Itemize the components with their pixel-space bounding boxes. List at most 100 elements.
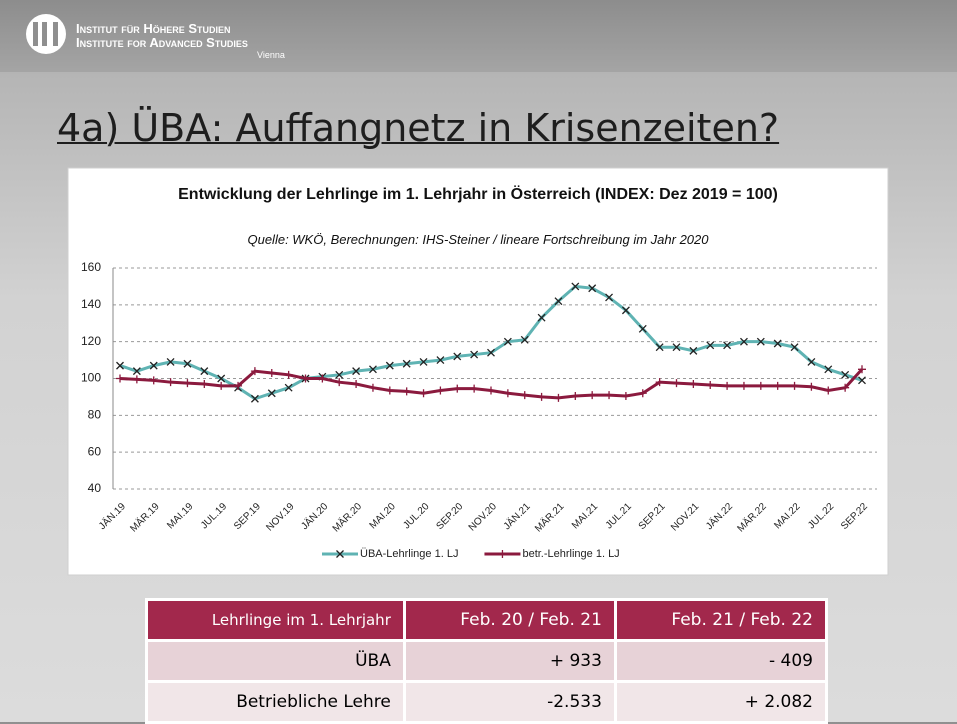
y-tick-label: 40 bbox=[88, 481, 102, 495]
marker bbox=[756, 337, 765, 346]
marker bbox=[588, 284, 597, 293]
y-tick-label: 100 bbox=[81, 371, 101, 385]
marker bbox=[267, 389, 276, 398]
table: Lehrlinge im 1. Lehrjahr Feb. 20 / Feb. … bbox=[145, 598, 829, 724]
marker bbox=[621, 391, 630, 400]
marker bbox=[689, 346, 698, 355]
y-tick-label: 160 bbox=[81, 260, 101, 274]
marker bbox=[116, 361, 124, 370]
marker bbox=[689, 380, 698, 389]
logo-part bbox=[53, 22, 58, 46]
marker bbox=[605, 293, 614, 302]
marker bbox=[183, 379, 192, 388]
table-row: Betriebliche Lehre -2.533 + 2.082 bbox=[145, 680, 829, 724]
marker bbox=[655, 343, 664, 352]
header-cell: Feb. 21 / Feb. 22 bbox=[613, 598, 829, 642]
marker bbox=[571, 391, 580, 400]
marker bbox=[453, 352, 462, 361]
y-tick-label: 60 bbox=[88, 444, 102, 458]
marker bbox=[638, 324, 647, 333]
legend-marker bbox=[336, 550, 344, 558]
marker bbox=[672, 343, 681, 352]
marker bbox=[352, 380, 361, 389]
marker bbox=[841, 370, 850, 379]
marker bbox=[487, 348, 495, 357]
marker bbox=[183, 359, 192, 368]
marker bbox=[166, 378, 175, 387]
marker bbox=[537, 313, 546, 322]
marker bbox=[706, 380, 715, 389]
marker bbox=[368, 383, 377, 392]
city: Vienna bbox=[257, 50, 285, 60]
table-header: Lehrlinge im 1. Lehrjahr Feb. 20 / Feb. … bbox=[145, 598, 829, 642]
marker bbox=[402, 359, 411, 368]
marker bbox=[301, 374, 310, 383]
marker bbox=[250, 394, 259, 403]
cell: Betriebliche Lehre bbox=[145, 680, 406, 724]
marker bbox=[402, 387, 411, 396]
marker bbox=[132, 375, 141, 384]
marker bbox=[638, 389, 647, 398]
legend-label: betr.-Lehrlinge 1. LJ bbox=[522, 548, 619, 560]
legend-marker bbox=[498, 550, 507, 558]
marker bbox=[824, 386, 833, 395]
marker bbox=[773, 339, 782, 348]
marker bbox=[436, 386, 445, 395]
marker bbox=[436, 356, 445, 365]
logo-part bbox=[33, 22, 38, 46]
marker bbox=[858, 376, 866, 385]
marker bbox=[470, 384, 479, 393]
marker bbox=[217, 374, 226, 383]
marker bbox=[470, 350, 479, 359]
header-cell: Lehrlinge im 1. Lehrjahr bbox=[145, 598, 406, 642]
cell: + 2.082 bbox=[613, 680, 829, 724]
cell: -2.533 bbox=[402, 680, 617, 724]
table-row: ÜBA + 933 - 409 bbox=[145, 639, 829, 683]
marker bbox=[739, 381, 748, 390]
marker bbox=[503, 337, 512, 346]
marker bbox=[453, 384, 462, 393]
marker bbox=[756, 381, 765, 390]
legend-label: ÜBA-Lehrlinge 1. LJ bbox=[360, 548, 458, 560]
marker bbox=[419, 389, 428, 398]
marker bbox=[706, 341, 715, 350]
marker bbox=[284, 383, 293, 392]
y-tick-label: 140 bbox=[81, 297, 101, 311]
cell: + 933 bbox=[402, 639, 617, 683]
marker bbox=[807, 382, 816, 391]
marker bbox=[790, 343, 799, 352]
marker bbox=[858, 365, 866, 374]
marker bbox=[520, 391, 529, 400]
cell: ÜBA bbox=[145, 639, 406, 683]
marker bbox=[200, 367, 209, 376]
marker bbox=[723, 341, 732, 350]
marker bbox=[520, 335, 529, 344]
logo-part bbox=[42, 22, 47, 46]
institute-en: Institute for Advanced Studies bbox=[76, 35, 248, 50]
cell: - 409 bbox=[613, 639, 829, 683]
y-tick-label: 80 bbox=[88, 408, 102, 422]
marker bbox=[149, 361, 158, 370]
marker bbox=[419, 357, 428, 366]
marker bbox=[116, 374, 124, 383]
marker bbox=[368, 365, 377, 374]
marker bbox=[807, 357, 816, 366]
marker bbox=[503, 389, 512, 398]
marker bbox=[605, 391, 614, 400]
marker bbox=[132, 367, 141, 376]
marker bbox=[588, 391, 597, 400]
marker bbox=[217, 381, 226, 390]
marker bbox=[352, 367, 361, 376]
marker bbox=[739, 337, 748, 346]
header-band bbox=[0, 0, 957, 72]
marker bbox=[200, 380, 209, 389]
chart-subtitle: Quelle: WKÖ, Berechnungen: IHS-Steiner /… bbox=[247, 232, 709, 247]
marker bbox=[723, 381, 732, 390]
marker bbox=[234, 381, 243, 390]
marker bbox=[385, 361, 394, 370]
marker bbox=[537, 392, 546, 401]
marker bbox=[335, 370, 344, 379]
marker bbox=[250, 367, 259, 376]
